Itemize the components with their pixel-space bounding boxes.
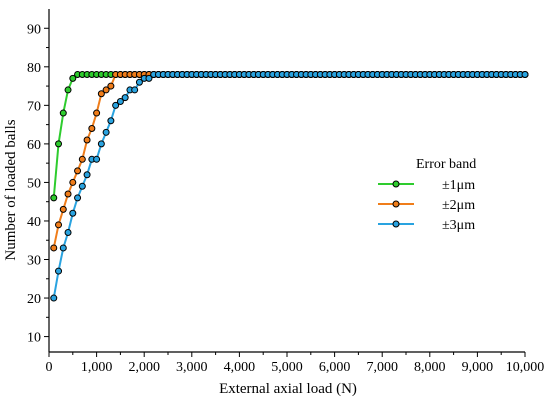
data-point xyxy=(78,155,86,163)
data-point xyxy=(78,182,86,190)
data-point xyxy=(131,86,139,94)
data-point xyxy=(69,178,77,186)
data-point xyxy=(112,101,120,109)
data-point xyxy=(83,136,91,144)
data-point xyxy=(55,140,63,148)
legend-item: ±1μm xyxy=(378,178,475,193)
data-point xyxy=(116,97,124,105)
x-tick-label: 5,000 xyxy=(271,360,303,375)
x-tick-label: 10,000 xyxy=(506,360,545,375)
x-tick-label: 6,000 xyxy=(319,360,351,375)
x-tick-label: 2,000 xyxy=(128,360,160,375)
data-point xyxy=(83,171,91,179)
x-tick-label: 9,000 xyxy=(462,360,494,375)
y-tick-label: 50 xyxy=(27,176,41,191)
x-tick-label: 8,000 xyxy=(414,360,446,375)
y-tick-label: 40 xyxy=(27,215,41,230)
y-tick-label: 70 xyxy=(27,99,41,114)
data-point xyxy=(64,86,72,94)
legend-item: ±2μm xyxy=(378,198,475,213)
data-point xyxy=(69,209,77,217)
legend: Error band ±1μm ±2μm ±3μm xyxy=(378,157,476,233)
data-point xyxy=(50,244,58,252)
y-tick-label: 30 xyxy=(27,254,41,269)
y-tick-label: 90 xyxy=(27,22,41,37)
data-point xyxy=(121,94,129,102)
y-tick-label: 60 xyxy=(27,138,41,153)
data-point xyxy=(102,86,110,94)
data-point xyxy=(97,140,105,148)
axes: 0 1,000 2,000 3,000 4,000 5,000 6,000 7,000 8,00… xyxy=(27,9,544,375)
data-point xyxy=(59,109,67,117)
data-point xyxy=(102,128,110,136)
data-point xyxy=(97,90,105,98)
data-point xyxy=(50,294,58,302)
data-point xyxy=(50,194,58,202)
x-tick-label: 1,000 xyxy=(81,360,113,375)
data-point xyxy=(107,117,115,125)
data-point xyxy=(74,167,82,175)
data-point xyxy=(145,74,153,82)
legend-label: ±1μm xyxy=(442,178,475,193)
data-point xyxy=(55,267,63,275)
data-point xyxy=(55,221,63,229)
plot-series xyxy=(50,71,529,302)
data-point xyxy=(107,82,115,90)
y-tick-label: 10 xyxy=(27,331,41,346)
data-point xyxy=(521,71,529,79)
data-point xyxy=(69,74,77,82)
data-point xyxy=(74,194,82,202)
data-point xyxy=(64,229,72,237)
legend-swatch-marker xyxy=(392,220,400,228)
data-point xyxy=(135,78,143,86)
legend-label: ±3μm xyxy=(442,218,475,233)
legend-swatch-marker xyxy=(392,180,400,188)
y-tick-label: 80 xyxy=(27,61,41,76)
x-axis-title: External axial load (N) xyxy=(219,381,357,397)
data-point xyxy=(59,244,67,252)
data-point xyxy=(88,124,96,132)
x-tick-label: 7,000 xyxy=(366,360,398,375)
y-axis-title: Number of loaded balls xyxy=(3,119,19,260)
data-point xyxy=(93,109,101,117)
y-tick-label: 20 xyxy=(27,292,41,307)
x-tick-label: 0 xyxy=(46,360,53,375)
legend-label: ±2μm xyxy=(442,198,475,213)
x-tick-label: 4,000 xyxy=(224,360,256,375)
data-point xyxy=(64,190,72,198)
data-point xyxy=(93,155,101,163)
data-point xyxy=(59,205,67,213)
legend-title: Error band xyxy=(416,157,476,172)
series-3 xyxy=(50,71,529,302)
legend-item: ±3μm xyxy=(378,218,475,233)
x-tick-label: 3,000 xyxy=(176,360,208,375)
legend-swatch-marker xyxy=(392,200,400,208)
